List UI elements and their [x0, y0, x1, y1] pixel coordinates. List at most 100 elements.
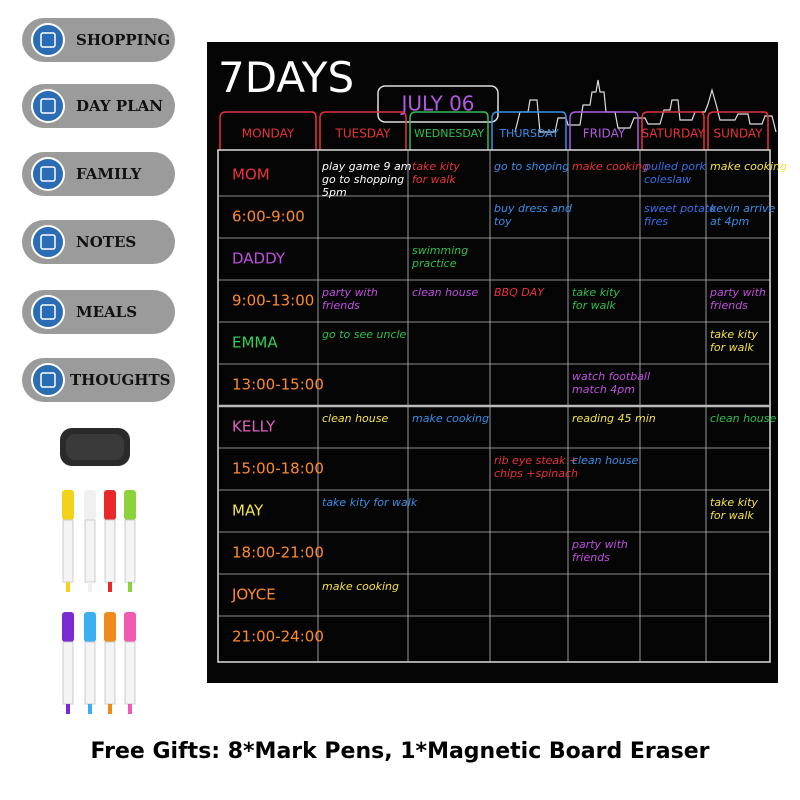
- cell-note: sweet potato fires: [644, 202, 716, 228]
- day-tab: [707, 111, 769, 150]
- day-tab: [569, 111, 639, 150]
- caption: Free Gifts: 8*Mark Pens, 1*Magnetic Boar…: [91, 739, 710, 764]
- cell-note: go to shoping: [494, 160, 569, 173]
- cell-note-line: watch football: [572, 370, 650, 383]
- cell-note-line: go to shopping: [322, 173, 404, 186]
- cell-note: clean house: [322, 412, 388, 425]
- cell-note-line: BBQ DAY: [494, 286, 545, 299]
- cell-note: take kity for walk: [572, 286, 620, 312]
- pen-cap: [104, 612, 116, 642]
- cell-note-line: 5pm: [322, 186, 347, 199]
- pill-icon: [31, 23, 65, 57]
- row-label: DADDY: [232, 250, 286, 268]
- pill-icon-glyph: [40, 166, 56, 182]
- pen-body: [62, 519, 74, 583]
- pill-label: THOUGHTS: [70, 371, 170, 389]
- cell-note-line: practice: [411, 257, 457, 270]
- cell-note: pulled pork coleslaw: [643, 160, 707, 186]
- cell-note-line: chips +spinach: [494, 467, 578, 480]
- cell-note-line: go to see uncle: [322, 328, 407, 341]
- day-name: SUNDAY: [713, 127, 763, 141]
- cell-note-line: party with: [709, 286, 766, 299]
- pen-body: [124, 519, 136, 583]
- row-label: 6:00-9:00: [232, 208, 305, 226]
- day-name: FRIDAY: [583, 127, 626, 141]
- day-name: MONDAY: [242, 127, 295, 141]
- pen-tip: [128, 582, 132, 592]
- cell-note-line: reading 45 min: [572, 412, 656, 425]
- pen-cap: [124, 490, 136, 520]
- cell-note: watch football match 4pm: [572, 370, 650, 396]
- pen-body: [104, 519, 116, 583]
- cell-note: clean house: [572, 454, 638, 467]
- sidebar-item: MEALS: [22, 290, 175, 334]
- pen-body: [84, 641, 96, 705]
- pen-tip: [66, 704, 70, 714]
- pen-tip: [128, 704, 132, 714]
- cell-note-line: make cooking: [572, 160, 649, 173]
- cell-note: party with friends: [709, 286, 766, 312]
- cell-note: make cooking: [572, 160, 649, 173]
- cell-note: party with friends: [571, 538, 628, 564]
- cell-note-line: take kity: [412, 160, 460, 173]
- cell-note-line: for walk: [572, 299, 616, 312]
- cell-note-line: friends: [322, 299, 360, 312]
- cell-note: play game 9 am go to shopping 5pm: [321, 160, 411, 199]
- cell-note-line: clean house: [412, 286, 478, 299]
- row-label: KELLY: [232, 418, 276, 436]
- cell-note: reading 45 min: [572, 412, 656, 425]
- row-label: EMMA: [232, 334, 278, 352]
- pill-label: NOTES: [76, 233, 136, 251]
- row-label: 9:00-13:00: [232, 292, 314, 310]
- cell-note: party with friends: [321, 286, 378, 312]
- cell-note-line: coleslaw: [644, 173, 691, 186]
- cell-note-line: make cooking: [710, 160, 787, 173]
- cell-note: clean house: [412, 286, 478, 299]
- day-tab: [641, 111, 705, 150]
- cell-note: BBQ DAY: [494, 286, 545, 299]
- sidebar-item: FAMILY: [22, 152, 175, 196]
- pen-cap: [62, 490, 74, 520]
- day-tab: [491, 111, 567, 150]
- cell-note-line: take kity: [572, 286, 620, 299]
- pen-tip: [66, 582, 70, 592]
- cell-note-line: play game 9 am: [321, 160, 411, 173]
- cell-note: take kity for walk: [710, 496, 758, 522]
- cell-note-line: pulled pork: [643, 160, 707, 173]
- pen-body: [104, 641, 116, 705]
- cell-note: buy dress and toy: [494, 202, 573, 228]
- cell-note-line: sweet potato: [644, 202, 716, 215]
- cell-note: make cooking: [322, 580, 399, 593]
- cell-note-line: rib eye steak +: [494, 454, 578, 467]
- cell-note-line: kevin arrive: [710, 202, 776, 215]
- day-name: THURSDAY: [498, 127, 559, 140]
- pill-icon: [31, 363, 65, 397]
- cell-note-line: clean house: [322, 412, 388, 425]
- pen-body: [84, 519, 96, 583]
- cell-note-line: party with: [321, 286, 378, 299]
- board-title: 7DAYS: [218, 53, 354, 102]
- pill-icon: [31, 295, 65, 329]
- cell-note-line: take kity for walk: [322, 496, 418, 509]
- row-label: 21:00-24:00: [232, 628, 324, 646]
- pen-tip: [108, 704, 112, 714]
- sidebar-item: NOTES: [22, 220, 175, 264]
- pen-cap: [84, 490, 96, 520]
- pen-body: [62, 641, 74, 705]
- eraser-felt: [66, 434, 124, 460]
- cell-note-line: clean house: [710, 412, 776, 425]
- day-name: TUESDAY: [335, 127, 392, 141]
- cell-note-line: swimming: [412, 244, 468, 257]
- cell-note-line: fires: [644, 215, 668, 228]
- cell-note-line: clean house: [572, 454, 638, 467]
- pill-label: SHOPPING: [76, 31, 170, 49]
- cell-note-line: at 4pm: [710, 215, 749, 228]
- pill-icon: [31, 157, 65, 191]
- cell-note-line: friends: [710, 299, 748, 312]
- cell-note: clean house: [710, 412, 776, 425]
- date-box: [377, 85, 499, 123]
- pill-icon-glyph: [40, 304, 56, 320]
- row-label: 18:00-21:00: [232, 544, 324, 562]
- cell-note-line: match 4pm: [572, 383, 635, 396]
- pen-tip: [88, 704, 92, 714]
